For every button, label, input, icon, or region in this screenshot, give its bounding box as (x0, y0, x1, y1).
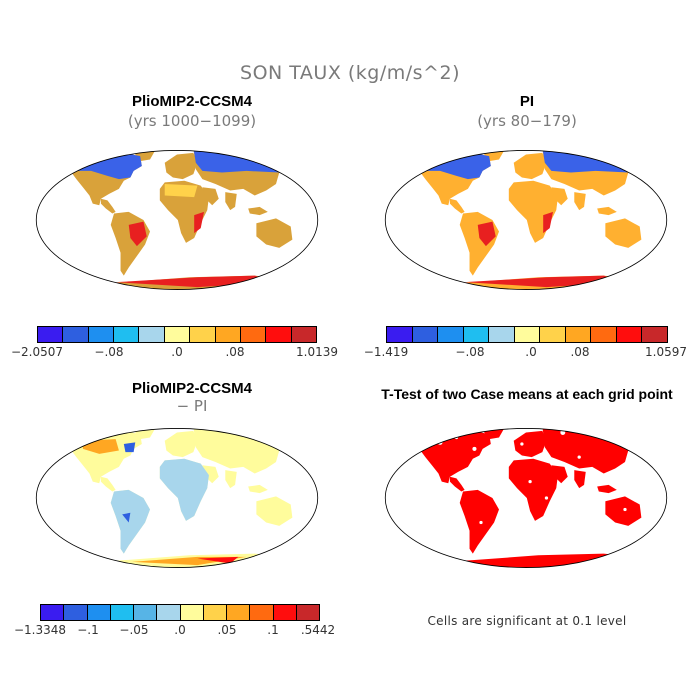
panel2-subtitle: (yrs 80−179) (477, 112, 577, 130)
panel1-subtitle: (yrs 1000−1099) (127, 112, 257, 130)
significance-note: Cells are significant at 0.1 level (427, 614, 627, 628)
panel1-tick-4: 1.0139 (296, 345, 338, 359)
panel1-colorbar (37, 326, 317, 343)
colorbar-segment (463, 327, 490, 342)
panel3-tick-1: −.1 (77, 623, 99, 637)
panel3-subtitle: − PI (176, 397, 208, 415)
panel3-tick-0: −1.3348 (13, 623, 67, 637)
colorbar-segment (139, 327, 165, 342)
colorbar-segment (157, 605, 181, 620)
panel2-tick-2: .0 (525, 345, 537, 359)
panel3-title: PlioMIP2-CCSM4 (131, 380, 252, 397)
panel1-tick-3: .08 (225, 345, 245, 359)
colorbar-segment (565, 327, 592, 342)
panel2-tick-1: −.08 (455, 345, 485, 359)
colorbar-segment (88, 327, 115, 342)
colorbar-segment (540, 327, 566, 342)
panel3-tick-4: .05 (217, 623, 237, 637)
panel1-title: PlioMIP2-CCSM4 (131, 93, 252, 110)
colorbar-segment (164, 327, 191, 342)
colorbar-segment (438, 327, 464, 342)
figure-title: SON TAUX (kg/m/s^2) (240, 62, 460, 84)
panel2-tick-3: .08 (570, 345, 590, 359)
colorbar-segment (114, 327, 140, 342)
colorbar-segment (203, 605, 227, 620)
panel3-tick-5: .1 (267, 623, 279, 637)
colorbar-segment (266, 327, 292, 342)
colorbar-segment (616, 327, 643, 342)
colorbar-segment (291, 327, 316, 342)
panel1-tick-0: −2.0507 (10, 345, 64, 359)
panel2-title: PI (519, 93, 535, 110)
colorbar-segment (412, 327, 439, 342)
panel4-map (384, 428, 668, 568)
panel1-tick-1: −.08 (94, 345, 124, 359)
panel2-tick-0: −1.419 (363, 345, 409, 359)
colorbar-segment (63, 327, 89, 342)
colorbar-segment (227, 605, 251, 620)
colorbar-segment (642, 327, 668, 342)
colorbar-segment (240, 327, 267, 342)
panel4-title: T-Test of two Case means at each grid po… (381, 386, 673, 402)
colorbar-segment (41, 605, 65, 620)
colorbar-segment (591, 327, 617, 342)
panel3-map (35, 428, 319, 568)
panel2-tick-4: 1.0597 (645, 345, 687, 359)
panel1-map (35, 150, 319, 290)
panel3-tick-3: .0 (174, 623, 186, 637)
panel1-tick-2: .0 (171, 345, 183, 359)
colorbar-segment (387, 327, 413, 342)
panel3-colorbar (40, 604, 320, 621)
colorbar-segment (273, 605, 297, 620)
colorbar-segment (110, 605, 134, 620)
panel3-tick-6: .5442 (300, 623, 336, 637)
colorbar-segment (190, 327, 216, 342)
panel2-map (384, 150, 668, 290)
colorbar-segment (296, 605, 319, 620)
colorbar-segment (250, 605, 274, 620)
colorbar-segment (215, 327, 241, 342)
colorbar-segment (134, 605, 158, 620)
panel3-tick-2: −.05 (119, 623, 149, 637)
colorbar-segment (180, 605, 204, 620)
colorbar-segment (38, 327, 64, 342)
colorbar-segment (489, 327, 515, 342)
panel2-colorbar (386, 326, 668, 343)
colorbar-segment (87, 605, 111, 620)
colorbar-segment (514, 327, 541, 342)
colorbar-segment (64, 605, 88, 620)
